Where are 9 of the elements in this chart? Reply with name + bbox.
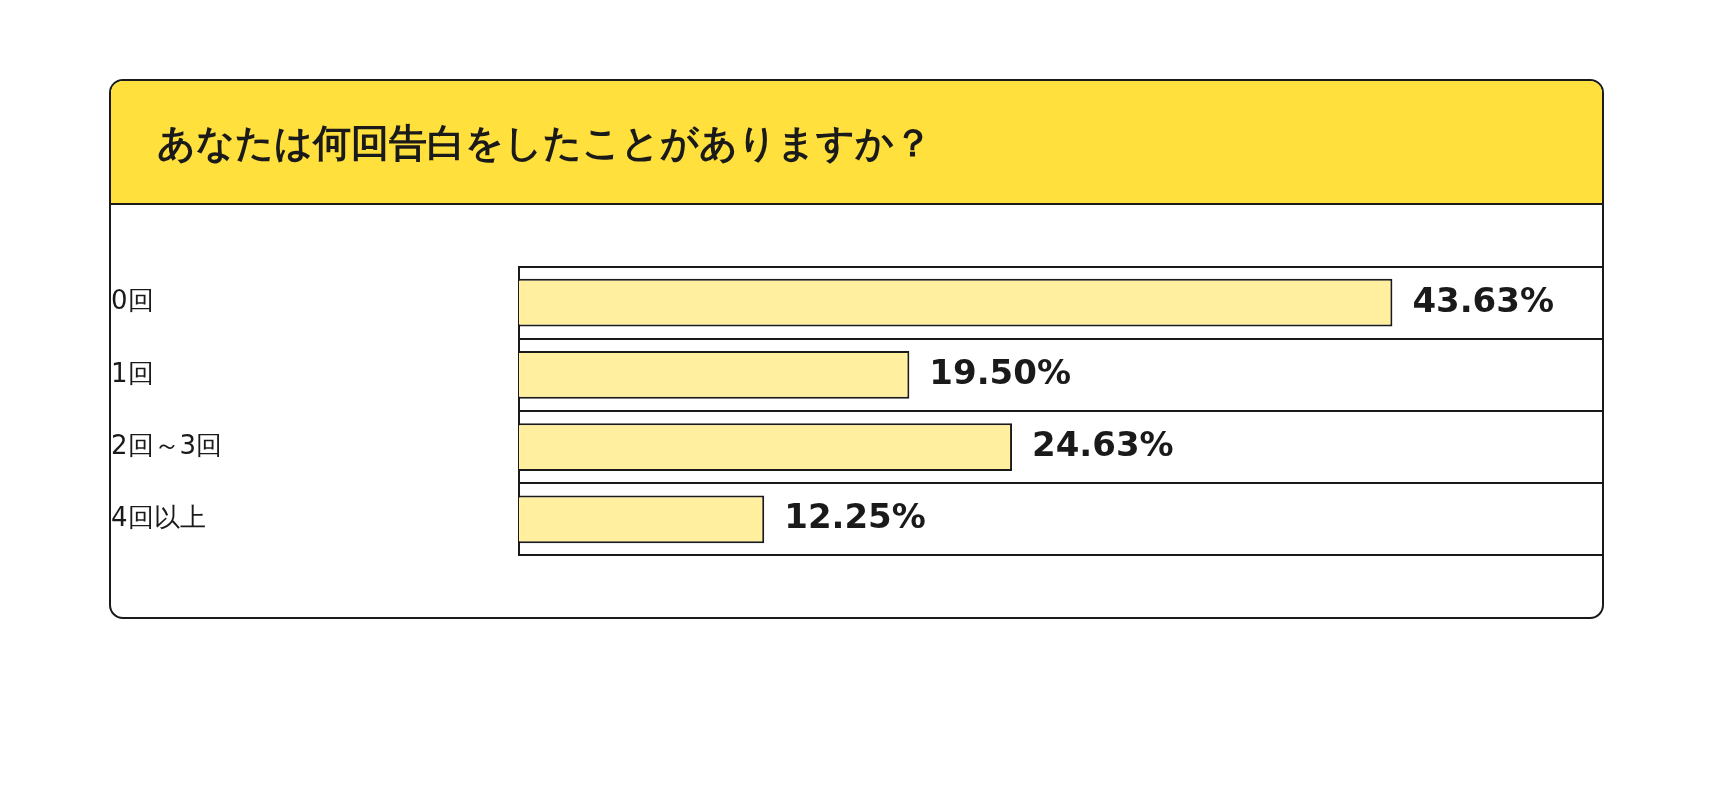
y-tick-label: 1回 xyxy=(111,357,154,388)
data-label: 19.50% xyxy=(929,351,1071,392)
data-label: 24.63% xyxy=(1032,423,1174,464)
y-tick-label: 0回 xyxy=(111,285,154,316)
y-tick-label: 4回以上 xyxy=(111,502,206,533)
y-tick-label: 2回～3回 xyxy=(111,429,223,460)
chart-title: あなたは何回告白をしたことがありますか？ xyxy=(111,81,1602,205)
data-label: 43.63% xyxy=(1412,279,1555,320)
data-label: 12.25% xyxy=(784,496,926,537)
